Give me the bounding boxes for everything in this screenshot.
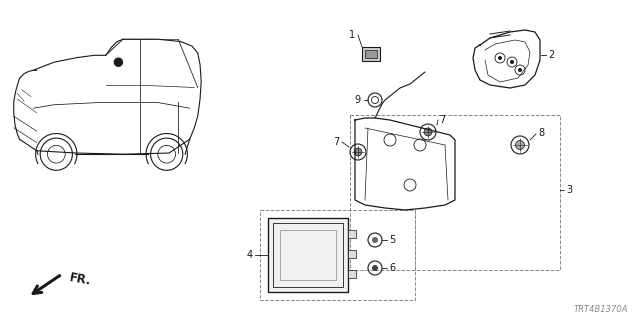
Bar: [362, 47, 380, 61]
Circle shape: [372, 237, 378, 243]
Text: 8: 8: [538, 128, 544, 138]
Text: 7: 7: [333, 137, 339, 147]
Text: 1: 1: [349, 30, 355, 40]
Bar: [350, 115, 560, 270]
Circle shape: [115, 58, 122, 66]
Bar: [260, 210, 415, 300]
Text: TRT4B1370A: TRT4B1370A: [573, 305, 628, 314]
Bar: [280, 230, 336, 280]
Text: 5: 5: [389, 235, 396, 245]
Text: 6: 6: [389, 263, 395, 273]
Circle shape: [518, 68, 522, 72]
Bar: [268, 218, 348, 292]
Circle shape: [424, 128, 432, 136]
Bar: [348, 270, 356, 278]
Text: 4: 4: [247, 250, 253, 260]
Circle shape: [515, 140, 525, 149]
Circle shape: [372, 265, 378, 271]
Text: 3: 3: [566, 185, 572, 195]
Bar: [273, 223, 343, 287]
Circle shape: [498, 56, 502, 60]
Circle shape: [510, 60, 514, 64]
Bar: [348, 250, 356, 258]
Text: FR.: FR.: [68, 271, 92, 287]
Circle shape: [354, 148, 362, 156]
Text: 7: 7: [439, 115, 445, 125]
Bar: [365, 50, 377, 58]
Text: 9: 9: [354, 95, 360, 105]
Text: 2: 2: [548, 50, 554, 60]
Bar: [348, 230, 356, 238]
